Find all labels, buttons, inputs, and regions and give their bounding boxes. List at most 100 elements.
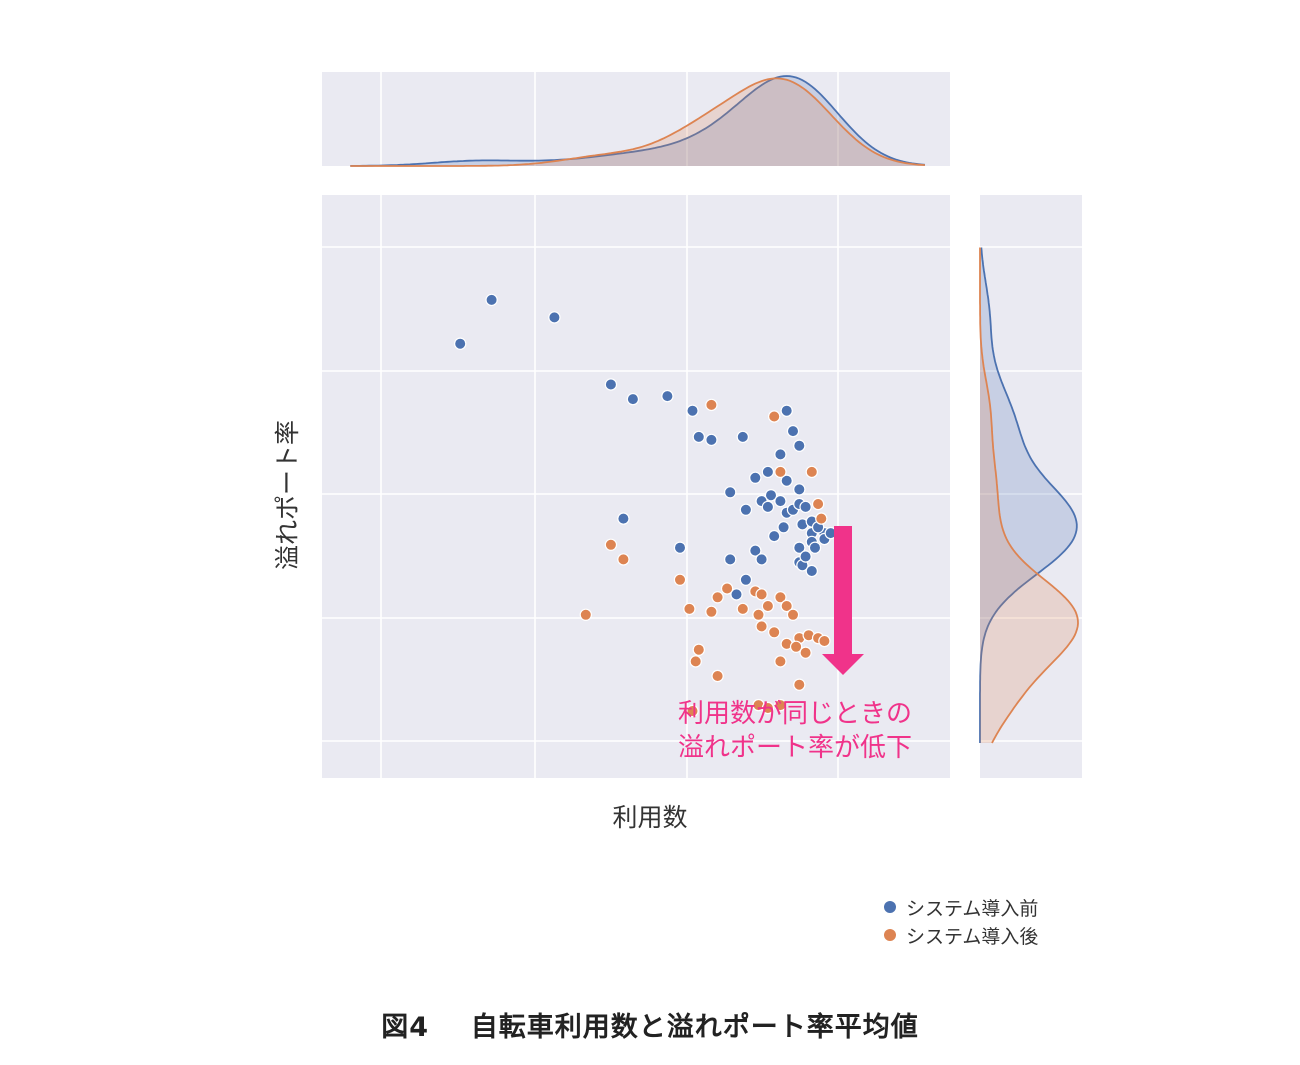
point-before [705, 433, 718, 447]
point-after [683, 602, 696, 616]
point-before [626, 392, 640, 406]
point-before [764, 489, 778, 502]
caption-text: 自転車利用数と溢れポート率平均値 [470, 1012, 919, 1043]
point-after [705, 398, 718, 412]
point-after [617, 553, 630, 566]
point-before [774, 494, 787, 508]
right-density-fill [980, 247, 1078, 744]
annotation-line-1: 利用数が同じときの [677, 699, 912, 729]
top-density-line [350, 75, 925, 167]
point-before [761, 500, 775, 514]
right-density-line [979, 247, 1079, 744]
top-density-line [350, 77, 925, 167]
point-after [768, 626, 781, 639]
point-before [777, 521, 790, 534]
point-before [749, 544, 762, 557]
legend-marker-after [884, 929, 896, 941]
point-before [739, 573, 753, 587]
point-after [736, 602, 750, 616]
figure-number: 図4 [381, 1012, 430, 1043]
figure-caption: 図4 自転車利用数と溢れポート率平均値 [0, 1005, 1300, 1044]
legend-marker-before [884, 901, 896, 913]
point-before [808, 541, 822, 554]
point-after [686, 704, 699, 718]
marginal-density-curves [350, 75, 1079, 744]
point-after [774, 465, 787, 479]
x-axis-label: 利用数 [612, 803, 688, 832]
point-after [761, 599, 775, 613]
top-density-fill [350, 76, 925, 166]
point-after [786, 608, 800, 622]
legend-item-after: システム導入後 [884, 921, 1038, 949]
point-before [485, 293, 498, 307]
top-marginal-panel [322, 72, 950, 166]
point-after [799, 646, 812, 659]
point-before [780, 404, 793, 417]
point-before [793, 439, 806, 452]
point-before [661, 389, 674, 403]
point-after [815, 512, 828, 525]
point-before [604, 378, 618, 391]
point-before [736, 430, 750, 444]
arrow-shaft [834, 526, 852, 656]
main-scatter-panel [322, 195, 950, 778]
scatter-points [454, 293, 837, 718]
point-after [711, 669, 724, 683]
point-before [774, 448, 787, 461]
point-after [755, 588, 768, 601]
annotation-arrow [822, 526, 864, 675]
point-after [805, 465, 819, 479]
point-after [579, 608, 593, 622]
point-after [711, 591, 724, 604]
y-axis-label: 溢れポート率 [273, 420, 302, 571]
point-before [739, 503, 753, 516]
grid-lines [322, 72, 1082, 778]
point-before [793, 483, 806, 496]
point-before [730, 588, 743, 601]
point-after [818, 634, 831, 648]
right-density-line [979, 247, 1078, 743]
point-before [749, 471, 762, 484]
point-before [799, 550, 812, 563]
point-after [604, 538, 618, 552]
point-before [793, 541, 806, 554]
point-before [755, 553, 768, 566]
point-after [811, 497, 825, 511]
point-before [692, 430, 706, 444]
point-before [780, 474, 793, 487]
legend-label-before: システム導入前 [906, 897, 1039, 920]
point-before [673, 541, 687, 554]
point-after [789, 640, 803, 654]
point-before [724, 553, 737, 566]
legend-label-after: システム導入後 [906, 925, 1039, 948]
point-after [755, 620, 768, 633]
point-before [454, 337, 467, 350]
point-after [774, 698, 787, 712]
arrow-head [822, 654, 864, 675]
top-density-fill [350, 78, 925, 166]
point-after [780, 599, 793, 613]
legend: システム導入前 システム導入後 [884, 893, 1038, 949]
point-before [761, 465, 775, 479]
point-after [768, 410, 781, 423]
point-after [774, 655, 787, 668]
point-before [768, 529, 781, 543]
point-before [724, 486, 737, 499]
point-after [793, 678, 806, 691]
point-before [686, 404, 699, 417]
point-after [752, 608, 765, 622]
point-before [799, 500, 812, 514]
point-before [786, 424, 800, 438]
point-after [774, 591, 787, 604]
right-density-fill [980, 247, 1077, 744]
annotation-text: 利用数が同じときの 溢れポート率が低下 [640, 697, 950, 765]
point-after [673, 573, 687, 587]
point-after [689, 655, 702, 668]
annotation-line-2: 溢れポート率が低下 [677, 733, 912, 763]
point-after [705, 605, 718, 619]
point-after [761, 701, 775, 715]
point-before [805, 564, 819, 578]
y-axis-label-wrapper: 溢れポート率 [268, 405, 302, 585]
point-before [548, 311, 561, 324]
